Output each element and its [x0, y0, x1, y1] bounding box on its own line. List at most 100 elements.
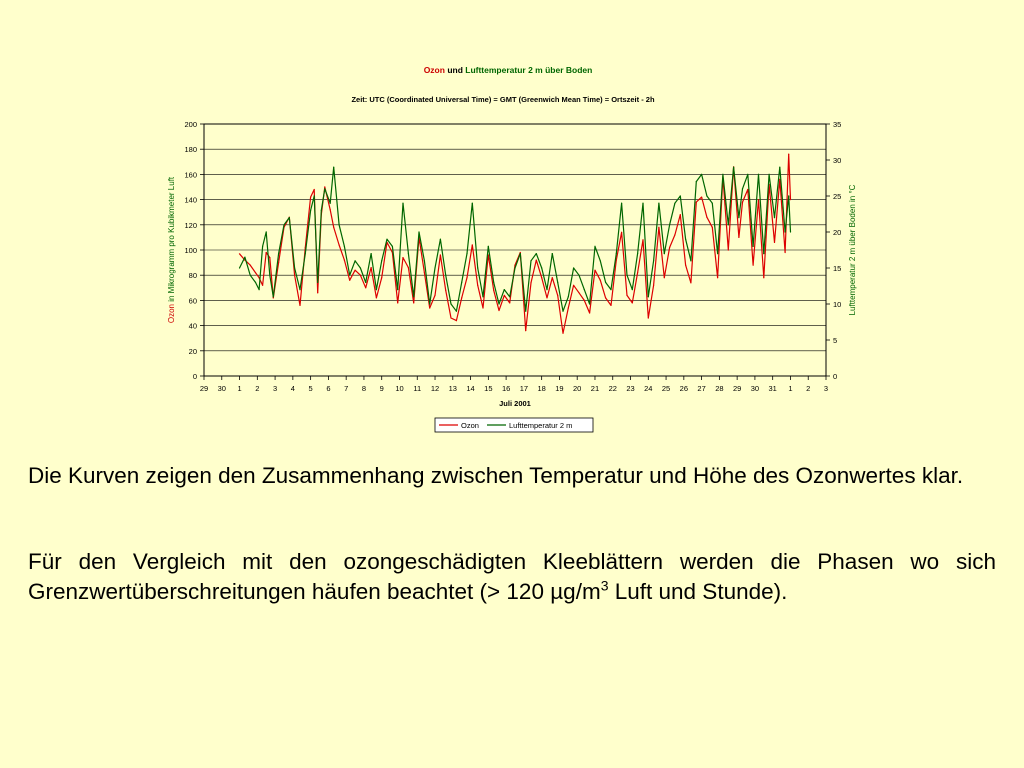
ozone-point: [359, 274, 361, 276]
temperature-point: [599, 260, 601, 262]
temperature-point: [768, 173, 770, 175]
x-tick-label: 16: [502, 384, 510, 393]
ozone-point: [498, 309, 500, 312]
chart-title-luft: Lufttemperatur 2 m über Boden: [465, 65, 592, 75]
x-tick-label: 11: [413, 384, 421, 393]
temperature-point: [610, 289, 612, 291]
temperature-point: [338, 224, 340, 226]
temperature-point: [278, 253, 280, 255]
ozone-point: [429, 307, 431, 309]
temperature-point: [434, 267, 436, 269]
ozone-point: [402, 257, 404, 259]
ozone-point: [397, 302, 399, 304]
y-axis-left-label-ozon: Ozon: [167, 304, 176, 323]
ozone-point: [669, 246, 671, 249]
ozone-point: [333, 226, 335, 228]
y-left-tick-label: 200: [184, 120, 197, 129]
chart-subtitle: Zeit: UTC (Coordinated Universal Time) =…: [351, 95, 655, 104]
ozone-point: [779, 178, 781, 180]
ozone-point: [381, 277, 383, 279]
temperature-point: [711, 202, 713, 204]
description-paragraph-2: Für den Vergleich mit den ozongeschädigt…: [28, 547, 996, 607]
ozone-point: [557, 294, 559, 296]
description-paragraph-2-end: Luft und Stunde).: [608, 579, 788, 604]
ozone-point: [329, 209, 331, 211]
temperature-point: [653, 260, 655, 262]
temperature-point: [365, 281, 367, 283]
x-tick-label: 19: [555, 384, 563, 393]
temperature-point: [690, 260, 692, 262]
temperature-point: [605, 281, 607, 283]
temperature-point: [269, 274, 271, 276]
temperature-point: [695, 181, 697, 183]
ozone-point: [525, 330, 527, 332]
y-left-tick-label: 180: [184, 145, 197, 154]
temperature-point: [329, 202, 331, 204]
ozone-point: [294, 274, 296, 276]
temperature-point: [583, 289, 585, 291]
temperature-point: [333, 166, 335, 168]
temperature-point: [679, 195, 681, 197]
ozone-point: [573, 284, 575, 286]
temperature-point: [317, 281, 319, 283]
x-tick-label: 30: [218, 384, 226, 393]
temperature-point: [423, 260, 425, 262]
temperature-point: [578, 274, 580, 276]
ozone-point: [610, 304, 612, 306]
temperature-point: [541, 267, 543, 269]
temperature-point: [557, 281, 559, 283]
ozone-point: [679, 214, 681, 216]
temperature-point: [594, 245, 596, 247]
ozone-point: [626, 294, 628, 296]
x-tick-label: 10: [395, 384, 403, 393]
temperature-point: [244, 256, 246, 258]
x-tick-label: 22: [609, 384, 617, 393]
temperature-point: [498, 303, 500, 305]
ozone-point: [621, 231, 623, 233]
temperature-point: [299, 289, 301, 291]
temperature-point: [615, 253, 617, 255]
x-tick-label: 15: [484, 384, 492, 393]
legend-ozon-label: Ozon: [461, 421, 479, 430]
temperature-point: [642, 202, 644, 204]
ozone-point: [695, 201, 697, 203]
chart-title-ozon: Ozon: [424, 65, 445, 75]
temperature-point: [519, 253, 521, 255]
temperature-point: [626, 274, 628, 276]
ozone-point: [258, 277, 260, 279]
ozone-point: [262, 284, 264, 286]
temperature-point: [254, 281, 257, 283]
temperature-point: [375, 289, 377, 291]
temperature-point: [738, 217, 740, 219]
temperature-point: [647, 296, 649, 298]
ozone-point: [519, 251, 521, 254]
x-tick-label: 23: [626, 384, 634, 393]
ozone-point: [343, 259, 345, 261]
ozone-point: [503, 294, 505, 296]
y-left-tick-label: 120: [184, 221, 197, 230]
ozone-point: [450, 317, 452, 319]
temperature-point: [391, 245, 393, 247]
x-tick-label: 12: [431, 384, 439, 393]
ozone-temperature-chart: Ozon und Lufttemperatur 2 m über Boden Z…: [167, 65, 857, 433]
ozone-point: [741, 201, 744, 203]
temperature-point: [461, 281, 463, 283]
x-tick-label: 13: [449, 384, 457, 393]
temperature-point: [757, 173, 760, 175]
ozone-point: [711, 226, 713, 228]
x-tick-label: 30: [751, 384, 759, 393]
axis-ticks: 0204060801001201401601802000510152025303…: [184, 120, 841, 393]
temperature-point: [658, 202, 660, 204]
x-tick-label: 29: [733, 384, 741, 393]
x-tick-label: 7: [344, 384, 348, 393]
temperature-point: [727, 224, 729, 226]
temperature-point: [258, 289, 260, 291]
ozone-point: [509, 302, 511, 304]
ozone-point: [685, 264, 687, 266]
ozone-point: [254, 272, 257, 274]
temperature-point: [551, 253, 553, 255]
temperature-point: [324, 188, 326, 190]
temperature-point: [265, 231, 267, 233]
x-tick-label: 25: [662, 384, 670, 393]
y-axis-right-label: Lufttemperatur 2 m über Boden in °C: [848, 184, 857, 315]
